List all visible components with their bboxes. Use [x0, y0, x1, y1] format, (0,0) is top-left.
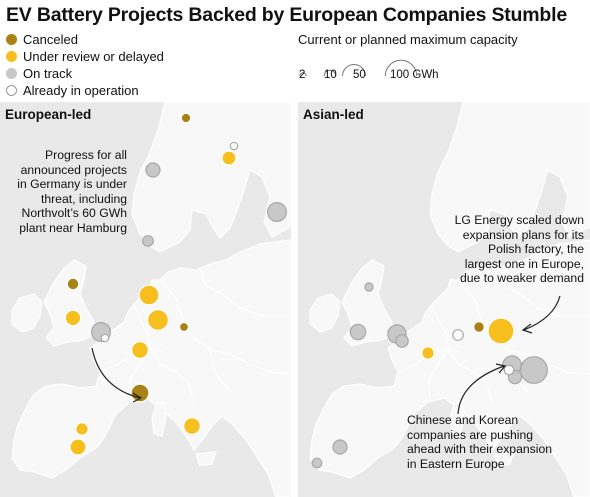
project-marker-under-review[interactable]: [487, 317, 515, 345]
asian-panel-title: Asian-led: [303, 107, 364, 122]
germany-annotation-line: in Germany is under: [17, 177, 127, 191]
scandinavia-landmass: [429, 102, 590, 253]
project-marker-on-track[interactable]: [364, 282, 374, 292]
legend-item-in-operation: Already in operation: [6, 82, 164, 99]
annotation-arrow-germany: [91, 347, 141, 399]
asian-map-svg: [298, 102, 590, 497]
legend-label-in-operation: Already in operation: [23, 83, 139, 98]
project-marker-on-track[interactable]: [311, 457, 323, 469]
annotation-arrowhead-poland: [521, 323, 533, 334]
european-panel-title: European-led: [5, 107, 92, 122]
project-marker-in-operation[interactable]: [452, 329, 464, 341]
status-legend: Canceled Under review or delayed On trac…: [6, 31, 164, 99]
size-legend-arc-50: [342, 64, 366, 77]
size-legend-arc-100: [384, 59, 418, 77]
project-marker-canceled[interactable]: [473, 321, 485, 333]
project-marker-on-track[interactable]: [395, 334, 409, 348]
eastern-europe-annotation-line: companies are pushing: [407, 427, 534, 442]
lg-annotation-line: LG Energy scaled down: [454, 213, 584, 227]
eastern-europe-annotation-line: Chinese and Korean: [407, 413, 519, 427]
size-legend-arc-2: [299, 72, 307, 77]
chart-title: EV Battery Projects Backed by European C…: [6, 4, 567, 26]
european-led-map: European-led Progress for all announced …: [0, 102, 291, 497]
lg-energy-annotation: LG Energy scaled down expansion plans fo…: [455, 213, 584, 286]
lg-annotation-line: Polish factory, the: [488, 242, 584, 256]
project-marker-under-review[interactable]: [69, 438, 87, 456]
european-map-svg: [0, 102, 291, 497]
germany-annotation: Progress for all announced projects in G…: [17, 148, 127, 235]
sicily-landmass: [493, 451, 515, 467]
legend-label-canceled: Canceled: [23, 32, 78, 47]
legend-label-under-review: Under review or delayed: [23, 49, 164, 64]
germany-annotation-line: Northvolt’s 60 GWh: [21, 206, 127, 220]
germany-annotation-line: threat, including: [40, 191, 127, 206]
lg-annotation-line: largest one in Europe,: [464, 256, 584, 271]
project-marker-canceled[interactable]: [178, 321, 190, 333]
annotation-arrowhead-eastern-europe: [495, 363, 507, 374]
lg-annotation-line: expansion plans for its: [462, 227, 584, 242]
project-marker-in-operation[interactable]: [100, 333, 110, 343]
ireland-landmass: [309, 293, 341, 333]
project-marker-canceled[interactable]: [180, 112, 192, 124]
project-marker-under-review[interactable]: [221, 150, 237, 166]
eastern-europe-annotation-line: in Eastern Europe: [407, 456, 505, 471]
scandinavia-landmass: [131, 102, 291, 253]
size-label-10: 10: [324, 69, 337, 81]
project-marker-under-review[interactable]: [75, 422, 89, 436]
size-legend-arcs: [299, 59, 418, 77]
project-marker-under-review[interactable]: [138, 284, 160, 306]
legend-item-on-track: On track: [6, 65, 164, 82]
legend-item-canceled: Canceled: [6, 31, 164, 48]
project-marker-on-track[interactable]: [349, 323, 367, 341]
project-marker-under-review[interactable]: [64, 309, 82, 327]
legend-label-on-track: On track: [23, 66, 73, 81]
project-marker-under-review[interactable]: [147, 309, 169, 331]
project-marker-under-review[interactable]: [421, 346, 435, 360]
project-marker-on-track[interactable]: [142, 235, 154, 247]
annotation-arrow-eastern-europe: [457, 365, 505, 415]
legend-item-under-review: Under review or delayed: [6, 48, 164, 65]
sardinia-corsica-landmass: [151, 401, 167, 437]
project-marker-on-track[interactable]: [145, 162, 161, 178]
project-marker-canceled[interactable]: [66, 277, 80, 291]
project-marker-on-track[interactable]: [332, 439, 348, 455]
project-marker-on-track[interactable]: [520, 356, 548, 384]
size-legend-caption: Current or planned maximum capacity: [298, 32, 518, 47]
project-marker-under-review[interactable]: [183, 417, 201, 435]
project-marker-under-review[interactable]: [131, 341, 149, 359]
asian-led-map: Asian-led LG Energy scaled down expansio…: [298, 102, 590, 497]
under-review-swatch: [6, 51, 17, 62]
project-marker-in-operation[interactable]: [229, 141, 239, 151]
germany-annotation-line: announced projects: [20, 162, 127, 177]
on-track-swatch: [6, 68, 17, 79]
project-marker-in-operation[interactable]: [503, 364, 515, 376]
germany-annotation-line: plant near Hamburg: [19, 220, 127, 235]
project-marker-on-track[interactable]: [267, 201, 288, 222]
in-operation-swatch: [6, 85, 17, 96]
annotation-arrowhead-germany: [132, 392, 143, 403]
size-label-50: 50: [353, 69, 366, 81]
canceled-swatch: [6, 34, 17, 45]
size-label-100: 100 GWh: [390, 69, 439, 81]
eastern-europe-annotation-line: ahead with their expansion: [407, 442, 552, 456]
continental-europe-landmass: [309, 239, 590, 497]
germany-annotation-line: Progress for all: [45, 148, 127, 162]
ireland-landmass: [11, 293, 43, 333]
lg-annotation-line: due to weaker demand: [460, 271, 584, 285]
size-label-2: 2: [299, 69, 306, 81]
annotation-arrow-poland: [523, 295, 561, 331]
size-legend-arc-10: [323, 69, 337, 77]
eastern-europe-annotation: Chinese and Korean companies are pushing…: [407, 413, 552, 471]
sicily-landmass: [195, 451, 217, 467]
size-legend: Current or planned maximum capacity: [298, 31, 518, 77]
project-marker-canceled[interactable]: [130, 383, 150, 403]
sardinia-corsica-landmass: [449, 401, 465, 437]
